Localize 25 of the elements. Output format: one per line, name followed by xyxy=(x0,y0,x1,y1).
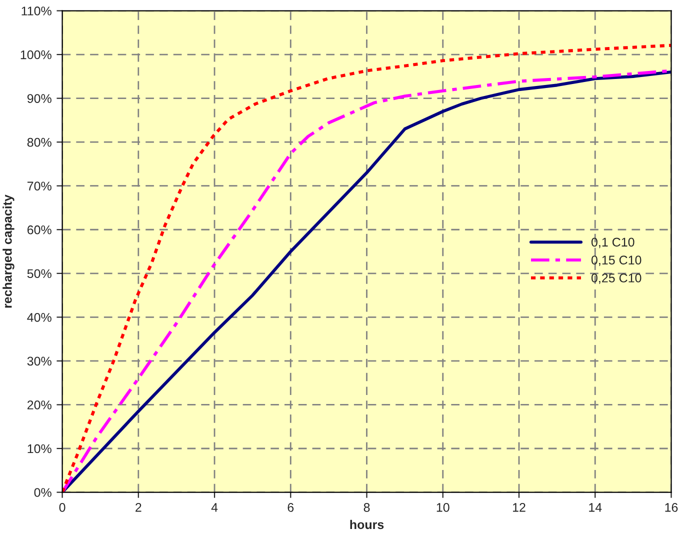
y-tick-label: 60% xyxy=(27,225,52,234)
x-tick-label: 6 xyxy=(288,503,294,512)
x-tick-label: 10 xyxy=(436,503,450,512)
x-axis-title: hours xyxy=(350,520,384,530)
legend-label: 0,15 C10 xyxy=(591,256,642,266)
y-axis-title: recharged capacity xyxy=(2,194,14,308)
legend-label: 0,1 C10 xyxy=(591,238,634,248)
y-tick-label: 110% xyxy=(22,6,52,16)
y-tick-label: 30% xyxy=(27,356,52,366)
x-tick-label: 4 xyxy=(211,503,218,512)
x-tick-label: 0 xyxy=(59,503,66,512)
y-tick-label: 40% xyxy=(27,312,52,322)
x-tick-label: 16 xyxy=(665,503,678,512)
y-tick-label: 50% xyxy=(27,269,52,278)
y-tick-label: 10% xyxy=(28,444,52,454)
x-tick-label: 8 xyxy=(364,503,370,512)
y-tick-label: 70% xyxy=(27,182,52,191)
y-tick-label: 0% xyxy=(34,488,52,497)
x-tick-label: 12 xyxy=(513,503,526,512)
y-tick-label: 90% xyxy=(27,94,52,103)
y-tick-label: 100% xyxy=(20,50,52,60)
x-tick-label: 2 xyxy=(136,503,142,512)
y-tick-label: 20% xyxy=(27,400,52,410)
x-tick-label: 14 xyxy=(589,503,602,512)
y-tick-label: 80% xyxy=(27,138,52,147)
